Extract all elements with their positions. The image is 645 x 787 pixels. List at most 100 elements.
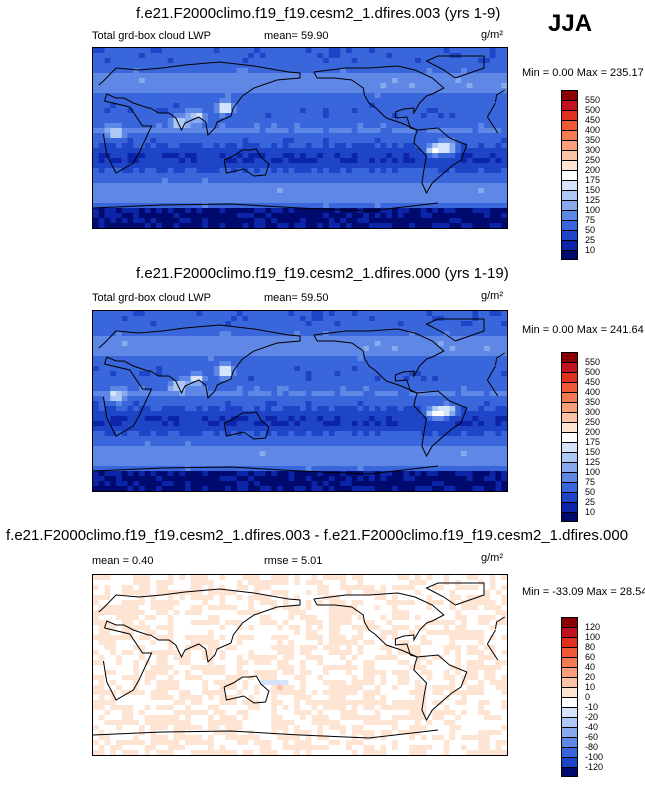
field-cell — [139, 311, 146, 317]
field-cell — [185, 88, 192, 94]
field-cell — [213, 366, 220, 372]
field-cell — [449, 351, 456, 357]
field-cell — [202, 446, 209, 452]
field-cell — [484, 351, 491, 357]
field-cell — [110, 163, 117, 169]
field-cell — [363, 143, 370, 149]
field-cell — [305, 461, 312, 467]
field-cell — [259, 361, 266, 367]
field-cell — [317, 411, 324, 417]
field-cell — [139, 153, 146, 159]
field-cell — [254, 341, 261, 347]
field-cell — [208, 168, 215, 174]
field-cell — [455, 203, 462, 209]
field-cell — [208, 208, 215, 214]
field-cell — [317, 361, 324, 367]
field-cell — [392, 341, 399, 347]
field-cell — [374, 68, 381, 74]
field-cell — [110, 466, 117, 472]
field-cell — [501, 48, 507, 54]
field-cell — [225, 356, 232, 362]
field-cell — [484, 83, 491, 89]
field-cell — [162, 183, 169, 189]
field-cell — [495, 401, 502, 407]
field-cell — [495, 128, 502, 134]
field-cell — [202, 203, 209, 209]
field-cell — [380, 416, 387, 422]
field-cell — [213, 143, 220, 149]
field-cell — [190, 88, 197, 94]
field-cell — [139, 93, 146, 99]
field-cell — [340, 461, 347, 467]
field-cell — [219, 431, 226, 437]
field-cell — [300, 113, 307, 119]
field-cell — [225, 203, 232, 209]
field-cell — [202, 113, 209, 119]
field-cell — [93, 346, 100, 352]
field-cell — [139, 178, 146, 184]
field-cell — [144, 98, 151, 104]
field-cell — [156, 178, 163, 184]
field-cell — [248, 108, 255, 114]
field-cell — [415, 431, 422, 437]
field-cell — [265, 63, 272, 69]
field-cell — [346, 391, 353, 397]
field-cell — [242, 316, 249, 322]
field-cell — [369, 138, 376, 144]
field-cell — [231, 118, 238, 124]
field-cell — [242, 203, 249, 209]
field-cell — [288, 148, 295, 154]
field-cell — [104, 376, 111, 382]
field-cell — [242, 173, 249, 179]
field-cell — [351, 461, 358, 467]
field-cell — [248, 158, 255, 164]
field-cell — [259, 98, 266, 104]
field-cell — [305, 411, 312, 417]
field-cell — [489, 108, 496, 114]
field-cell — [271, 451, 278, 457]
field-cell — [156, 78, 163, 84]
field-cell — [179, 461, 186, 467]
field-cell — [236, 88, 243, 94]
field-cell — [93, 93, 100, 99]
field-cell — [449, 431, 456, 437]
field-cell — [98, 48, 105, 54]
field-cell — [242, 208, 249, 214]
field-cell — [455, 188, 462, 194]
field-cell — [179, 188, 186, 194]
field-cell — [248, 311, 255, 317]
field-cell — [98, 93, 105, 99]
field-cell — [294, 321, 301, 327]
field-cell — [121, 83, 128, 89]
field-cell — [369, 223, 376, 228]
field-cell — [472, 436, 479, 442]
field-cell — [208, 366, 215, 372]
field-cell — [328, 63, 335, 69]
field-cell — [179, 446, 186, 452]
field-cell — [466, 321, 473, 327]
field-cell — [351, 411, 358, 417]
field-cell — [305, 401, 312, 407]
field-cell — [461, 48, 468, 54]
field-cell — [466, 143, 473, 149]
field-cell — [432, 48, 439, 54]
field-cell — [409, 331, 416, 337]
field-cell — [300, 223, 307, 228]
field-cell — [501, 53, 507, 59]
season-label: JJA — [548, 10, 593, 37]
field-cell — [202, 416, 209, 422]
field-cell — [167, 218, 174, 224]
field-cell — [300, 376, 307, 382]
field-cell — [173, 173, 180, 179]
field-cell — [484, 113, 491, 119]
field-cell — [213, 386, 220, 392]
field-cell — [144, 351, 151, 357]
field-cell — [317, 203, 324, 209]
field-cell — [369, 421, 376, 427]
field-cell — [156, 326, 163, 332]
field-cell — [363, 376, 370, 382]
field-cell — [346, 198, 353, 204]
field-cell — [185, 426, 192, 432]
field-cell — [495, 158, 502, 164]
field-cell — [369, 168, 376, 174]
